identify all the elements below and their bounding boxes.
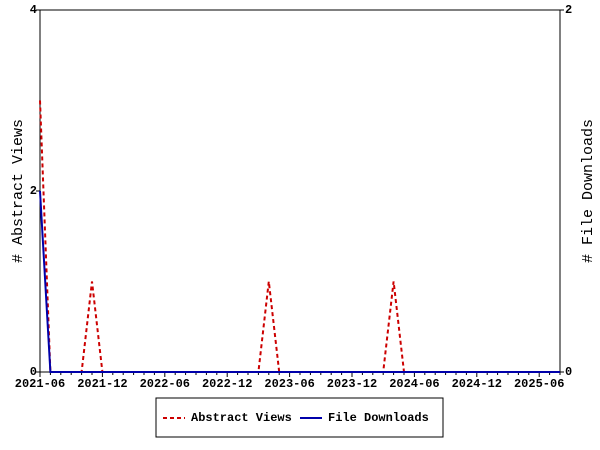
x-tick-label: 2023-06	[264, 377, 314, 391]
x-tick-label: 2024-12	[452, 377, 502, 391]
plot-frame	[39, 9, 561, 373]
legend-label: Abstract Views	[191, 411, 292, 425]
x-tick-label: 2021-06	[15, 377, 65, 391]
y2-tick-label: 2	[565, 3, 572, 17]
y2-tick-label: 0	[565, 365, 572, 379]
series-line	[39, 100, 560, 373]
y-tick-label: 4	[30, 3, 37, 17]
x-tick-label: 2023-12	[327, 377, 377, 391]
series-line	[39, 190, 560, 373]
y2-axis-label: # File Downloads	[580, 119, 597, 263]
y-tick-label: 2	[30, 184, 37, 198]
x-tick-label: 2021-12	[77, 377, 127, 391]
x-tick-label: 2025-06	[514, 377, 564, 391]
x-tick-label: 2022-06	[140, 377, 190, 391]
x-tick-label: 2024-06	[389, 377, 439, 391]
x-tick-label: 2022-12	[202, 377, 252, 391]
legend-label: File Downloads	[328, 411, 429, 425]
y-tick-label: 0	[30, 365, 37, 379]
y-axis-label: # Abstract Views	[10, 119, 27, 263]
legend-box	[155, 397, 444, 438]
